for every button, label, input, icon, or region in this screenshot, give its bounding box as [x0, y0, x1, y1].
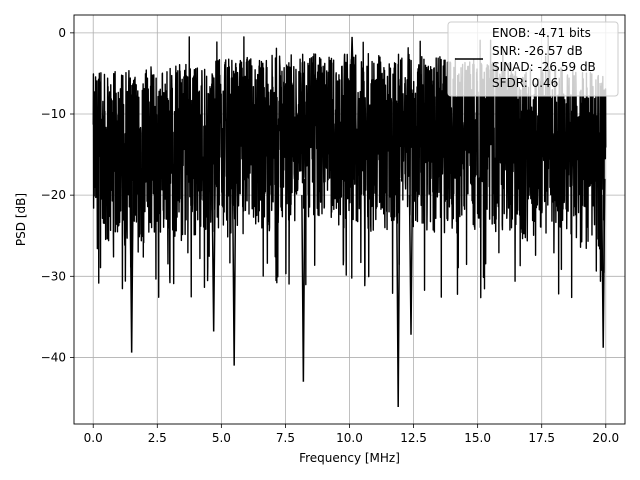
y-tick-label: −20: [41, 188, 66, 202]
y-tick-label: 0: [58, 26, 66, 40]
x-tick-label: 20.0: [592, 431, 619, 445]
psd-dip: [129, 178, 134, 353]
legend-line-snr: SNR: -26.57 dB: [492, 44, 583, 58]
legend-line-sinad: SINAD: -26.59 dB: [492, 60, 596, 74]
legend-line-sfdr: SFDR: 0.46: [492, 76, 558, 90]
x-tick-label: 10.0: [336, 431, 363, 445]
x-axis-label: Frequency [MHz]: [299, 451, 400, 465]
x-tick-label: 12.5: [400, 431, 427, 445]
psd-dip: [231, 178, 237, 366]
y-tick-label: −40: [41, 350, 66, 364]
y-axis-label: PSD [dB]: [14, 193, 28, 246]
psd-peak: [349, 36, 355, 98]
x-tick-label: 7.5: [276, 431, 295, 445]
x-tick-label: 5.0: [212, 431, 231, 445]
axis-ticks: 0.0 2.5 5.0 7.5 10.0 12.5 15.0 17.5 20.0 0 −10 −20 −…: [41, 26, 619, 445]
x-tick-label: 15.0: [464, 431, 491, 445]
y-tick-label: −10: [41, 107, 66, 121]
x-tick-label: 0.0: [84, 431, 103, 445]
psd-dip: [600, 178, 606, 348]
legend-box: [447, 21, 619, 97]
psd-series-line: [92, 36, 607, 300]
x-tick-label: 2.5: [148, 431, 167, 445]
x-tick-label: 17.5: [528, 431, 555, 445]
y-tick-label: −30: [41, 269, 66, 283]
psd-dip: [211, 178, 216, 332]
psd-dip: [395, 178, 401, 407]
legend-line-enob: ENOB: -4.71 bits: [492, 26, 591, 40]
psd-dip: [408, 178, 414, 335]
legend: ENOB: -4.71 bits SNR: -26.57 dB SINAD: -…: [447, 21, 619, 97]
